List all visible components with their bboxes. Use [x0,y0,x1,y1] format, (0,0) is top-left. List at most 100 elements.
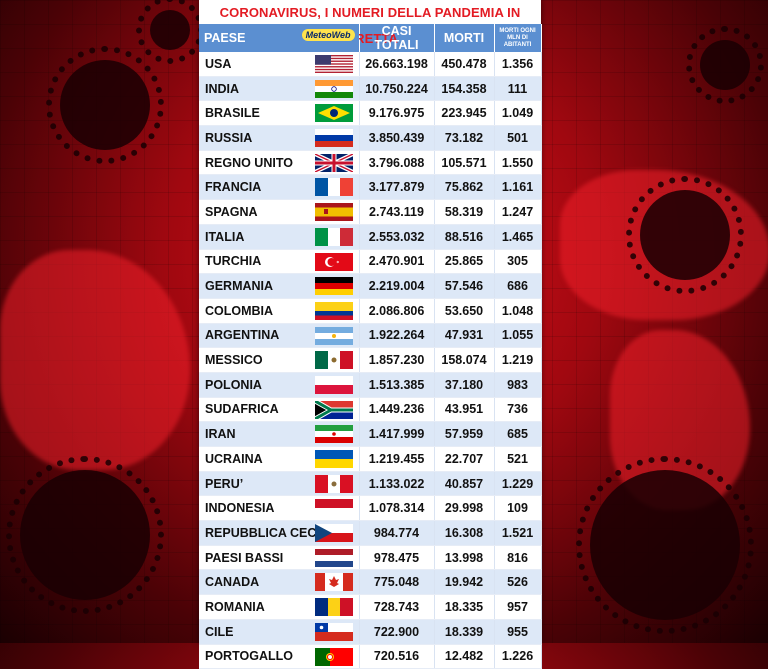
meteoweb-logo: MeteoWeb [301,29,355,41]
per-million-cell: 1.049 [494,100,542,127]
country-cell: USA [199,52,360,77]
country-cell: PERU’ [199,471,360,497]
per-million-cell: 109 [494,495,542,522]
country-name: TURCHIA [205,254,262,269]
per-million-cell: 521 [494,446,542,472]
deaths-cell: 43.951 [434,397,495,423]
cases-cell: 775.048 [359,569,435,596]
world-map-shape [0,250,190,470]
country-cell: BRASILE [199,100,360,127]
table-row: CILE 722.900 18.339 955 [199,619,542,645]
table-row: INDIA 10.750.224 154.358 111 [199,76,542,102]
country-name: RUSSIA [205,130,253,145]
country-cell: MESSICO [199,347,360,373]
per-million-cell: 526 [494,569,542,596]
per-million-cell: 1.048 [494,298,542,324]
uk-flag [314,153,353,172]
deaths-cell: 25.865 [434,249,495,275]
data-panel: CORONAVIRUS, I NUMERI DELLA PANDEMIA IN … [199,0,542,669]
country-name: REPUBBLICA CECA [205,525,326,540]
country-name: PAESI BASSI [205,550,284,565]
country-cell: ROMANIA [199,594,360,620]
per-million-cell: 1.055 [494,323,542,349]
cases-cell: 2.743.119 [359,199,435,225]
chile-flag [314,622,353,641]
deaths-cell: 58.319 [434,199,495,225]
deaths-cell: 154.358 [434,76,495,102]
per-million-cell: 1.226 [494,644,542,669]
country-name: INDONESIA [205,501,275,516]
per-million-cell: 1.550 [494,150,542,176]
deaths-cell: 18.335 [434,594,495,620]
table-row: REGNO UNITO 3.796.088 105.571 1.550 [199,150,542,176]
country-cell: FRANCIA [199,174,360,201]
covid-table: PAESE MeteoWeb CASI TOTALI MORTI MORTI O… [199,24,542,669]
table-row: TURCHIA 2.470.901 25.865 305 [199,249,542,275]
deaths-cell: 16.308 [434,520,495,546]
poland-flag [314,375,353,394]
table-row: COLOMBIA 2.086.806 53.650 1.048 [199,298,542,324]
country-cell: COLOMBIA [199,298,360,324]
deaths-cell: 57.959 [434,421,495,447]
table-row: MESSICO 1.857.230 158.074 1.219 [199,347,542,373]
country-cell: UCRAINA [199,446,360,472]
per-million-cell: 111 [494,76,542,102]
table-row: INDONESIA 1.078.314 29.998 109 [199,495,542,522]
header-country: PAESE MeteoWeb [199,24,360,52]
country-cell: INDIA [199,76,360,102]
header-country-label: PAESE [204,31,246,45]
country-cell: GERMANIA [199,273,360,299]
country-name: COLOMBIA [205,303,274,318]
peru-flag [314,474,353,493]
country-name: GERMANIA [205,279,274,294]
per-million-cell: 816 [494,545,542,571]
cases-cell: 1.513.385 [359,372,435,398]
deaths-cell: 47.931 [434,323,495,349]
table-row: BRASILE 9.176.975 223.945 1.049 [199,100,542,127]
cases-cell: 1.449.236 [359,397,435,423]
country-name: USA [205,56,232,71]
per-million-cell: 957 [494,594,542,620]
table-row: ITALIA 2.553.032 88.516 1.465 [199,224,542,250]
deaths-cell: 13.998 [434,545,495,571]
table-row: PAESI BASSI 978.475 13.998 816 [199,545,542,571]
table-row: IRAN 1.417.999 57.959 685 [199,421,542,447]
country-name: POLONIA [205,377,262,392]
table-row: UCRAINA 1.219.455 22.707 521 [199,446,542,472]
italy-flag [314,227,353,246]
country-name: BRASILE [205,106,260,121]
turkey-flag [314,252,353,271]
country-name: PORTOGALLO [205,649,293,664]
country-name: REGNO UNITO [205,155,293,170]
czech-flag [314,524,353,543]
per-million-cell: 1.247 [494,199,542,225]
per-million-cell: 1.521 [494,520,542,546]
deaths-cell: 19.942 [434,569,495,596]
header-per-million: MORTI OGNI MLN DI ABITANTI [494,24,542,52]
cases-cell: 1.922.264 [359,323,435,349]
cases-cell: 2.553.032 [359,224,435,250]
table-row: CANADA 775.048 19.942 526 [199,569,542,596]
cases-cell: 2.086.806 [359,298,435,324]
per-million-cell: 686 [494,273,542,299]
cases-cell: 728.743 [359,594,435,620]
spain-flag [314,203,353,222]
canada-flag [314,573,353,592]
deaths-cell: 37.180 [434,372,495,398]
table-row: USA 26.663.198 450.478 1.356 [199,52,542,77]
deaths-cell: 105.571 [434,150,495,176]
cases-cell: 720.516 [359,644,435,669]
country-name: SPAGNA [205,204,258,219]
deaths-cell: 75.862 [434,174,495,201]
country-name: IRAN [205,427,236,442]
table-row: SPAGNA 2.743.119 58.319 1.247 [199,199,542,225]
colombia-flag [314,301,353,320]
country-cell: CANADA [199,569,360,596]
table-row: RUSSIA 3.850.439 73.182 501 [199,125,542,151]
table-header-row: PAESE MeteoWeb CASI TOTALI MORTI MORTI O… [199,24,542,52]
header-cases: CASI TOTALI [359,24,435,52]
country-cell: TURCHIA [199,249,360,275]
virus-icon [626,176,744,294]
portugal-flag [314,647,353,666]
virus-icon [46,46,164,164]
